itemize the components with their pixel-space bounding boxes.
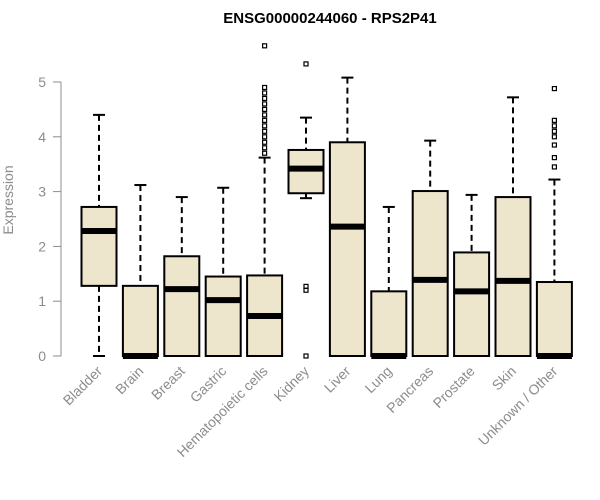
- outlier-point: [262, 95, 268, 102]
- y-tick-label: 0: [38, 348, 46, 364]
- box-rect: [494, 196, 532, 357]
- box-rect: [411, 190, 449, 357]
- box-rect: [163, 255, 201, 358]
- outlier-point: [262, 101, 268, 107]
- x-tick-label: Lung: [362, 363, 395, 396]
- outlier-point: [551, 164, 558, 170]
- box-rect: [204, 275, 242, 358]
- outlier-point: [551, 85, 558, 92]
- x-tick-label: Bladder: [60, 363, 106, 409]
- outlier-point: [262, 112, 268, 118]
- box-kidney: [287, 61, 325, 359]
- box-lung: [370, 205, 408, 359]
- outlier-point: [262, 90, 268, 96]
- outlier-point: [303, 61, 309, 67]
- outlier-point: [262, 117, 268, 123]
- box-hematopoietic-cells: [246, 43, 284, 357]
- y-tick-label: 4: [38, 129, 46, 145]
- outlier-point: [551, 123, 558, 129]
- box-rect: [287, 148, 325, 195]
- box-breast: [163, 196, 201, 358]
- box-prostate: [453, 193, 491, 357]
- outlier-point: [303, 283, 309, 290]
- y-axis: 0 1 2 3 4 5: [38, 74, 62, 364]
- outlier-point: [262, 123, 268, 129]
- outlier-point: [262, 134, 268, 140]
- box-rect: [80, 205, 118, 287]
- y-tick-label: 1: [38, 293, 46, 309]
- outlier-point: [262, 150, 268, 156]
- box-bladder: [80, 113, 118, 357]
- box-gastric: [204, 186, 242, 358]
- outlier-point: [551, 142, 558, 148]
- outlier-point: [551, 128, 558, 134]
- box-skin: [494, 96, 532, 357]
- y-tick-label: 2: [38, 238, 46, 254]
- x-tick-label: Brain: [112, 363, 146, 397]
- x-tick-label: Kidney: [271, 363, 313, 405]
- x-tick-label: Liver: [321, 363, 354, 396]
- chart-title: ENSG00000244060 - RPS2P41: [223, 10, 436, 27]
- box-rect: [121, 284, 159, 357]
- outlier-point: [262, 84, 268, 91]
- box-rect: [453, 251, 491, 357]
- box-group: [80, 43, 573, 359]
- outlier-point: [262, 128, 268, 134]
- outlier-point: [262, 106, 268, 113]
- box-pancreas: [411, 139, 449, 357]
- x-tick-label: Breast: [148, 363, 188, 403]
- outlier-point: [262, 145, 268, 151]
- x-tick-label: Skin: [489, 363, 520, 394]
- outlier-point: [262, 139, 268, 145]
- outlier-point: [551, 117, 558, 123]
- box-rect: [535, 281, 573, 357]
- y-axis-label: Expression: [0, 165, 16, 234]
- box-rect: [370, 290, 408, 357]
- outlier-point: [551, 134, 558, 140]
- box-liver: [328, 76, 366, 357]
- box-unknown-other: [535, 85, 573, 359]
- box-rect: [328, 141, 366, 357]
- y-tick-label: 5: [38, 74, 46, 90]
- outlier-point: [262, 43, 268, 49]
- outlier-point: [551, 155, 558, 161]
- box-brain: [121, 184, 159, 359]
- outlier-point: [303, 353, 309, 359]
- x-tick-label: Prostate: [430, 363, 478, 411]
- x-tick-label: Unknown / Other: [475, 363, 561, 449]
- y-tick-label: 3: [38, 184, 46, 200]
